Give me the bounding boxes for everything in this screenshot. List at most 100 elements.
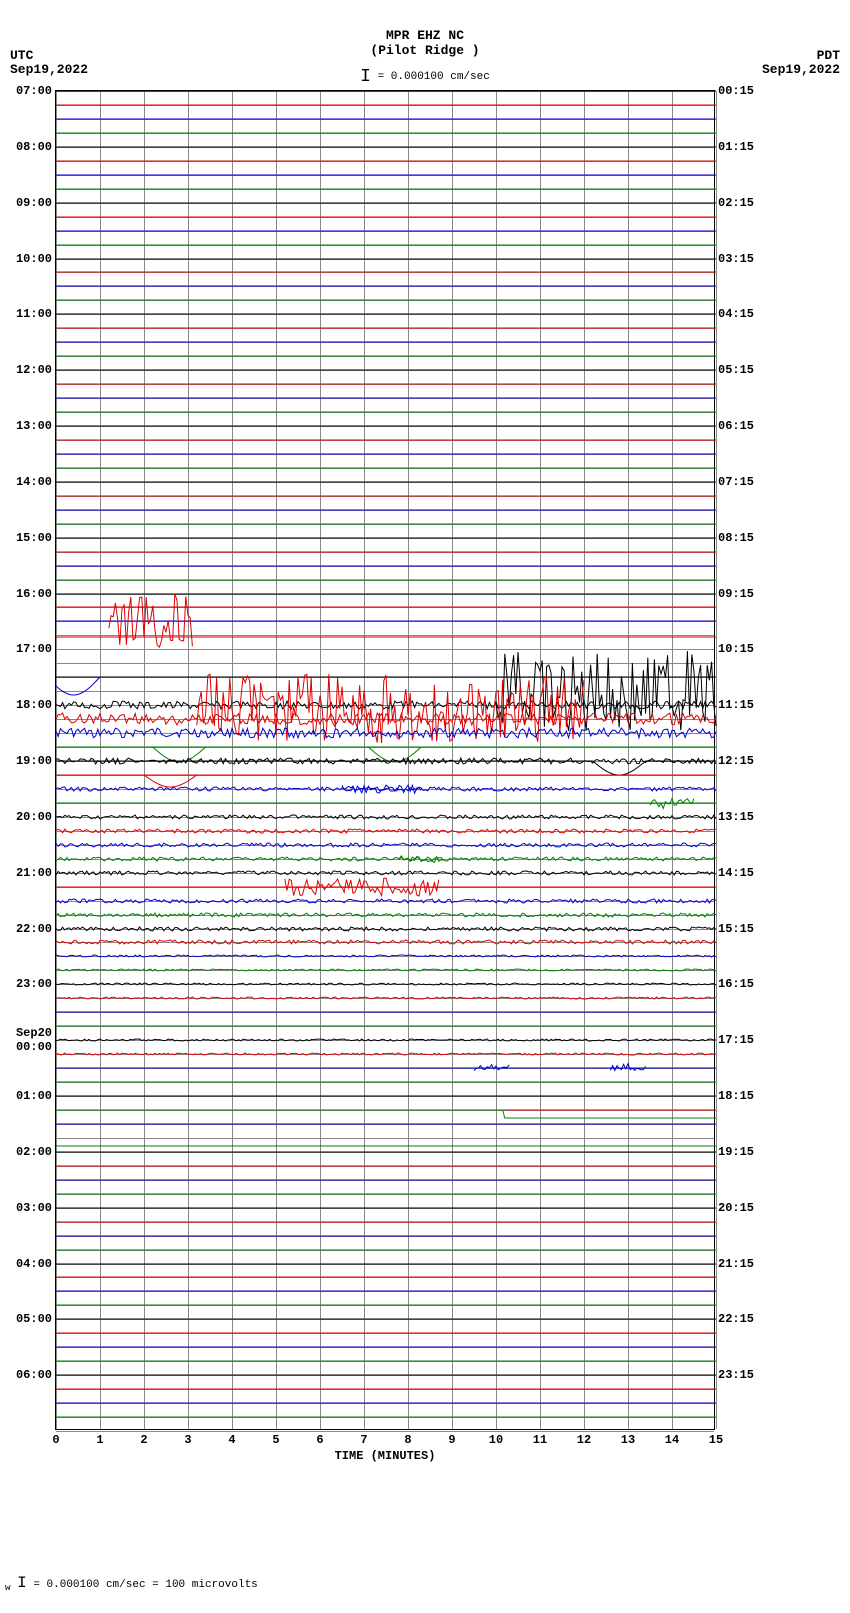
grid-line-h — [56, 1431, 714, 1432]
grid-line-h — [56, 956, 714, 957]
utc-hour-label: 16:00 — [16, 587, 56, 601]
date-left-label: Sep19,2022 — [10, 62, 88, 77]
utc-hour-label: 07:00 — [16, 84, 56, 98]
scale-text: = 0.000100 cm/sec — [378, 71, 490, 83]
grid-line-h — [56, 552, 714, 553]
utc-hour-label: 05:00 — [16, 1312, 56, 1326]
grid-line-h — [56, 1166, 714, 1167]
grid-line-h — [56, 1319, 714, 1320]
x-tick-label: 0 — [52, 1429, 59, 1447]
grid-line-v — [56, 91, 57, 1429]
grid-line-h — [56, 1236, 714, 1237]
grid-line-h — [56, 1012, 714, 1013]
grid-line-h — [56, 1152, 714, 1153]
utc-hour-label: 14:00 — [16, 475, 56, 489]
pdt-hour-label: 19:15 — [714, 1145, 754, 1159]
grid-line-h — [56, 300, 714, 301]
grid-line-h — [56, 1375, 714, 1376]
grid-line-h — [56, 496, 714, 497]
grid-line-h — [56, 161, 714, 162]
pdt-hour-label: 21:15 — [714, 1257, 754, 1271]
utc-hour-label: 01:00 — [16, 1089, 56, 1103]
utc-hour-label: 21:00 — [16, 866, 56, 880]
pdt-hour-label: 16:15 — [714, 977, 754, 991]
grid-line-h — [56, 566, 714, 567]
footer-glyph: I — [17, 1574, 27, 1592]
grid-line-v — [232, 91, 233, 1429]
grid-line-h — [56, 286, 714, 287]
grid-line-h — [56, 915, 714, 916]
grid-line-h — [56, 859, 714, 860]
grid-line-h — [56, 1068, 714, 1069]
pdt-hour-label: 20:15 — [714, 1201, 754, 1215]
x-tick-label: 11 — [533, 1429, 547, 1447]
grid-line-h — [56, 1333, 714, 1334]
utc-hour-label: 15:00 — [16, 531, 56, 545]
grid-line-h — [56, 649, 714, 650]
x-tick-label: 5 — [272, 1429, 279, 1447]
grid-line-h — [56, 356, 714, 357]
pdt-hour-label: 11:15 — [714, 698, 754, 712]
grid-line-v — [100, 91, 101, 1429]
grid-line-h — [56, 607, 714, 608]
pdt-hour-label: 13:15 — [714, 810, 754, 824]
pdt-hour-label: 02:15 — [714, 196, 754, 210]
grid-line-v — [496, 91, 497, 1429]
utc-hour-label: 12:00 — [16, 363, 56, 377]
grid-line-h — [56, 1347, 714, 1348]
grid-line-h — [56, 1250, 714, 1251]
chart-header: MPR EHZ NC (Pilot Ridge ) — [0, 28, 850, 58]
x-tick-label: 13 — [621, 1429, 635, 1447]
x-tick-label: 1 — [96, 1429, 103, 1447]
grid-line-h — [56, 1389, 714, 1390]
grid-line-h — [56, 705, 714, 706]
utc-hour-label: 10:00 — [16, 252, 56, 266]
grid-line-v — [452, 91, 453, 1429]
grid-line-h — [56, 1110, 714, 1111]
grid-line-h — [56, 272, 714, 273]
grid-line-h — [56, 91, 714, 92]
grid-line-h — [56, 719, 714, 720]
x-tick-label: 4 — [228, 1429, 235, 1447]
pdt-hour-label: 10:15 — [714, 642, 754, 656]
pdt-hour-label: 12:15 — [714, 754, 754, 768]
grid-line-h — [56, 119, 714, 120]
pdt-hour-label: 15:15 — [714, 922, 754, 936]
grid-line-h — [56, 482, 714, 483]
grid-line-h — [56, 1208, 714, 1209]
pdt-hour-label: 07:15 — [714, 475, 754, 489]
grid-line-v — [628, 91, 629, 1429]
pdt-hour-label: 14:15 — [714, 866, 754, 880]
utc-hour-label: 02:00 — [16, 1145, 56, 1159]
pdt-hour-label: 17:15 — [714, 1033, 754, 1047]
grid-line-h — [56, 259, 714, 260]
grid-line-h — [56, 203, 714, 204]
grid-line-v — [144, 91, 145, 1429]
pdt-hour-label: 23:15 — [714, 1368, 754, 1382]
grid-line-v — [584, 91, 585, 1429]
grid-line-h — [56, 970, 714, 971]
pdt-hour-label: 01:15 — [714, 140, 754, 154]
x-tick-label: 7 — [360, 1429, 367, 1447]
utc-hour-label: 23:00 — [16, 977, 56, 991]
grid-line-h — [56, 454, 714, 455]
x-tick-label: 15 — [709, 1429, 723, 1447]
grid-line-h — [56, 1124, 714, 1125]
utc-hour-label: 09:00 — [16, 196, 56, 210]
grid-line-h — [56, 342, 714, 343]
pdt-hour-label: 06:15 — [714, 419, 754, 433]
grid-line-h — [56, 677, 714, 678]
grid-line-h — [56, 1040, 714, 1041]
grid-line-h — [56, 594, 714, 595]
x-tick-label: 3 — [184, 1429, 191, 1447]
grid-line-h — [56, 831, 714, 832]
grid-line-h — [56, 328, 714, 329]
grid-line-h — [56, 984, 714, 985]
pdt-hour-label: 05:15 — [714, 363, 754, 377]
grid-line-h — [56, 789, 714, 790]
grid-line-h — [56, 747, 714, 748]
footer-note: w I = 0.000100 cm/sec = 100 microvolts — [5, 1574, 258, 1593]
grid-line-h — [56, 1194, 714, 1195]
utc-hour-label: 19:00 — [16, 754, 56, 768]
grid-line-h — [56, 1291, 714, 1292]
